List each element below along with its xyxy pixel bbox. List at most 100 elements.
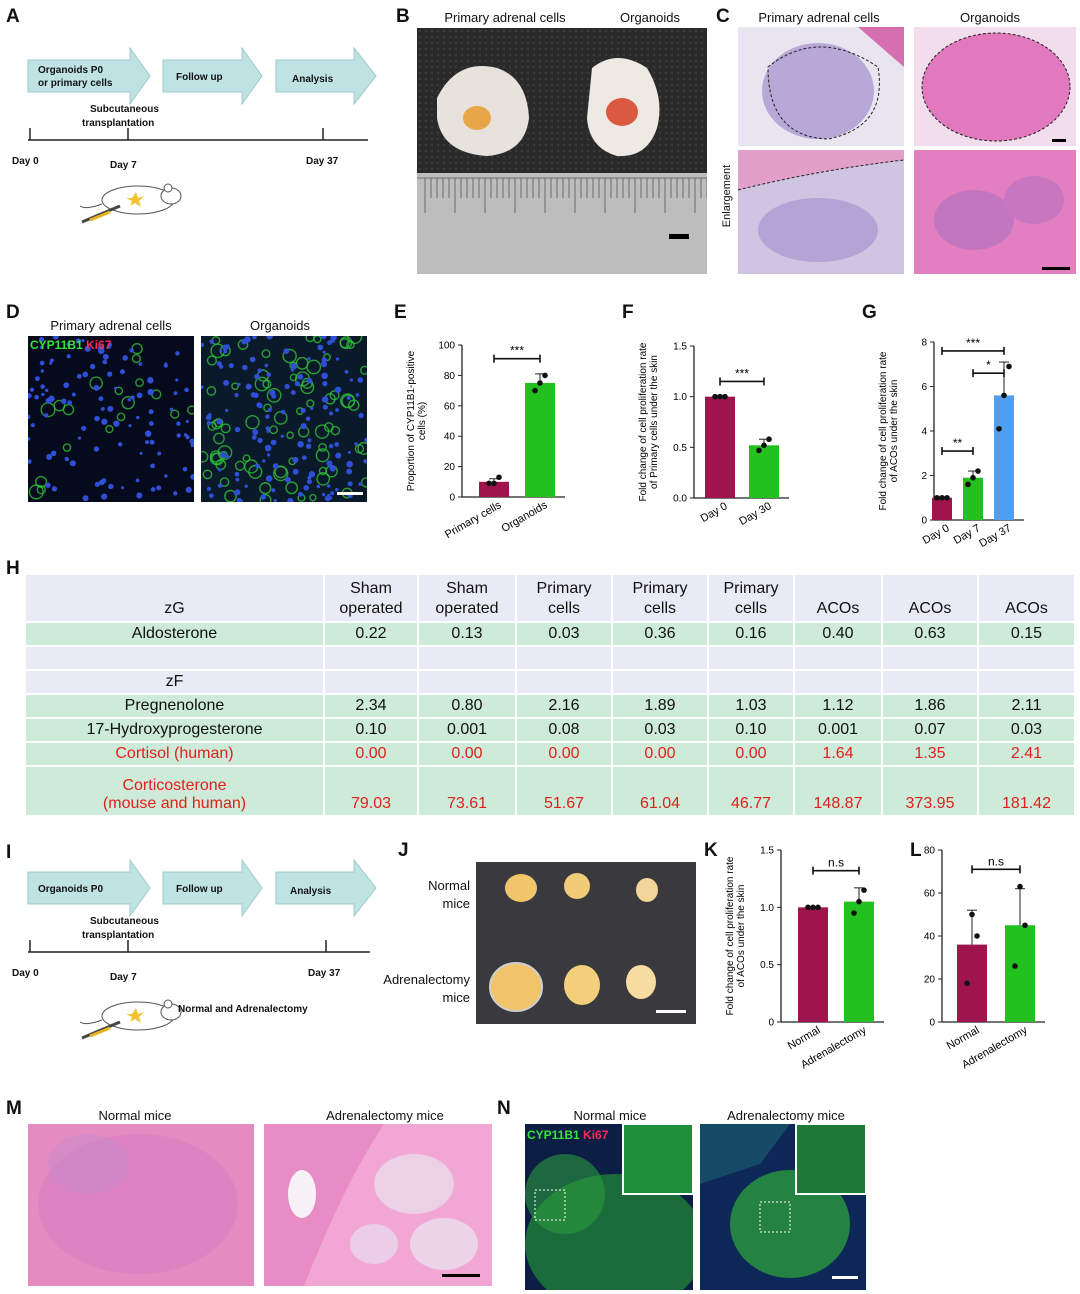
- x-tick-label: Day 37: [977, 522, 1013, 550]
- n-img-left: CYP11B1 Ki67: [525, 1124, 693, 1290]
- y-tick-label: 0: [921, 516, 927, 527]
- d-stain-cyp: CYP11B1: [30, 338, 83, 352]
- y-tick-label: 0: [929, 1018, 935, 1029]
- hormone-table: zG Sham operated Sham operated Primary cells Pr…: [26, 573, 1076, 817]
- table-cell: 181.42: [979, 767, 1076, 815]
- m-img-left: [28, 1124, 254, 1286]
- panel-label-c: C: [716, 6, 730, 27]
- table-cell: 51.67: [517, 767, 613, 815]
- y-tick-label: 20: [444, 462, 456, 473]
- c-img-bl: [738, 150, 904, 274]
- data-point: [756, 447, 762, 454]
- day37-label: Day 37: [306, 156, 339, 167]
- m-img-right: [264, 1124, 492, 1286]
- data-point: [975, 468, 981, 474]
- table-header-cell: ACOs: [795, 575, 883, 621]
- data-point: [970, 474, 976, 481]
- table-header-cell: Primary cells: [517, 575, 613, 621]
- data-point: [810, 904, 816, 911]
- bar: [1005, 925, 1035, 1022]
- y-tick-label: 4: [921, 427, 927, 438]
- j-row1b: mice: [442, 896, 470, 911]
- panel-label-e: E: [394, 302, 407, 323]
- table-cell: 0.03: [613, 719, 709, 741]
- data-point: [856, 898, 862, 905]
- data-point: [815, 904, 821, 911]
- table-cell: [419, 671, 517, 693]
- n-stain-cyp: CYP11B1: [527, 1128, 580, 1142]
- d-img-left: CYP11B1 Ki67: [28, 336, 194, 502]
- d-caption-left: Primary adrenal cells: [50, 318, 172, 333]
- table-cell: Pregnenolone: [26, 695, 325, 717]
- data-point: [1001, 392, 1007, 399]
- table-cell: [795, 671, 883, 693]
- table-cell: [709, 647, 795, 669]
- data-point: [717, 393, 723, 400]
- table-cell: 17-Hydroxyprogesterone: [26, 719, 325, 741]
- d-stain-ki67: Ki67: [86, 338, 112, 352]
- table-cell: [883, 671, 979, 693]
- i-step-follow-up: Follow up: [176, 884, 223, 895]
- y-tick-label: 40: [444, 432, 456, 443]
- panel-label-m: M: [6, 1098, 22, 1119]
- n-img-right: [700, 1124, 866, 1290]
- table-cell: 148.87: [795, 767, 883, 815]
- table-cell: Corticosterone (mouse and human): [26, 767, 325, 815]
- table-cell: 0.16: [709, 623, 795, 645]
- j-row2b: mice: [442, 990, 470, 1005]
- x-tick-label: Normal: [786, 1024, 823, 1052]
- d-stain-labels: CYP11B1 Ki67: [30, 338, 111, 352]
- chart-e: Proportion of CYP11B1-positive cells (%) 0…: [406, 341, 565, 541]
- x-tick-label: Primary cells: [443, 499, 504, 541]
- step-analysis: Analysis: [292, 74, 334, 85]
- y-axis-label: of ACOs under the skin: [736, 885, 747, 988]
- d-scale-bar: [337, 492, 363, 495]
- data-point: [969, 911, 975, 918]
- y-tick-label: 1.0: [673, 392, 687, 403]
- table-cell: [517, 671, 613, 693]
- n-stain-labels: CYP11B1 Ki67: [527, 1128, 608, 1142]
- table-cell: 0.00: [613, 743, 709, 765]
- d-svg-left: [28, 336, 194, 502]
- significance-label: ***: [966, 336, 980, 350]
- y-tick-label: 0: [768, 1018, 774, 1029]
- y-tick-label: 80: [444, 371, 456, 382]
- y-tick-label: 60: [924, 889, 936, 900]
- y-axis-label: cells (%): [417, 402, 428, 440]
- table-cell: 0.00: [325, 743, 419, 765]
- table-cell: 0.10: [325, 719, 419, 741]
- day0-label: Day 0: [12, 156, 39, 167]
- panel-label-j: J: [398, 840, 409, 861]
- b-photo: [417, 28, 707, 274]
- data-point: [722, 393, 728, 400]
- step-primary: or primary cells: [38, 78, 113, 89]
- y-tick-label: 8: [921, 338, 927, 349]
- table-cell: 1.86: [883, 695, 979, 717]
- table-cell: 0.07: [883, 719, 979, 741]
- table-row: Corticosterone (mouse and human) 79.03 73.6…: [26, 767, 1076, 815]
- table-row: Aldosterone 0.22 0.13 0.03 0.36 0.16 0.40 0.63 0…: [26, 623, 1076, 645]
- y-tick-label: 40: [924, 932, 936, 943]
- bar: [749, 445, 779, 498]
- table-cell: 1.64: [795, 743, 883, 765]
- table-cell: 0.03: [517, 623, 613, 645]
- step-follow-up: Follow up: [176, 72, 223, 83]
- table-cell: 0.13: [419, 623, 517, 645]
- table-header-cell: ACOs: [979, 575, 1076, 621]
- panel-label-k: K: [704, 840, 718, 861]
- data-point: [532, 387, 538, 394]
- data-point: [934, 494, 940, 501]
- y-tick-label: 100: [438, 341, 455, 352]
- table-cell: [325, 647, 419, 669]
- table-header-cell: Sham operated: [419, 575, 517, 621]
- table-cell: 61.04: [613, 767, 709, 815]
- x-tick-label: Day 7: [952, 522, 983, 547]
- table-cell: 0.80: [419, 695, 517, 717]
- table-cell: [517, 647, 613, 669]
- bar: [963, 477, 983, 520]
- table-cell: 373.95: [883, 767, 979, 815]
- arrow-shapes-i: [27, 858, 377, 918]
- table-header-cell: zG: [26, 575, 325, 621]
- table-cell: 0.10: [709, 719, 795, 741]
- i-step-analysis: Analysis: [290, 886, 332, 897]
